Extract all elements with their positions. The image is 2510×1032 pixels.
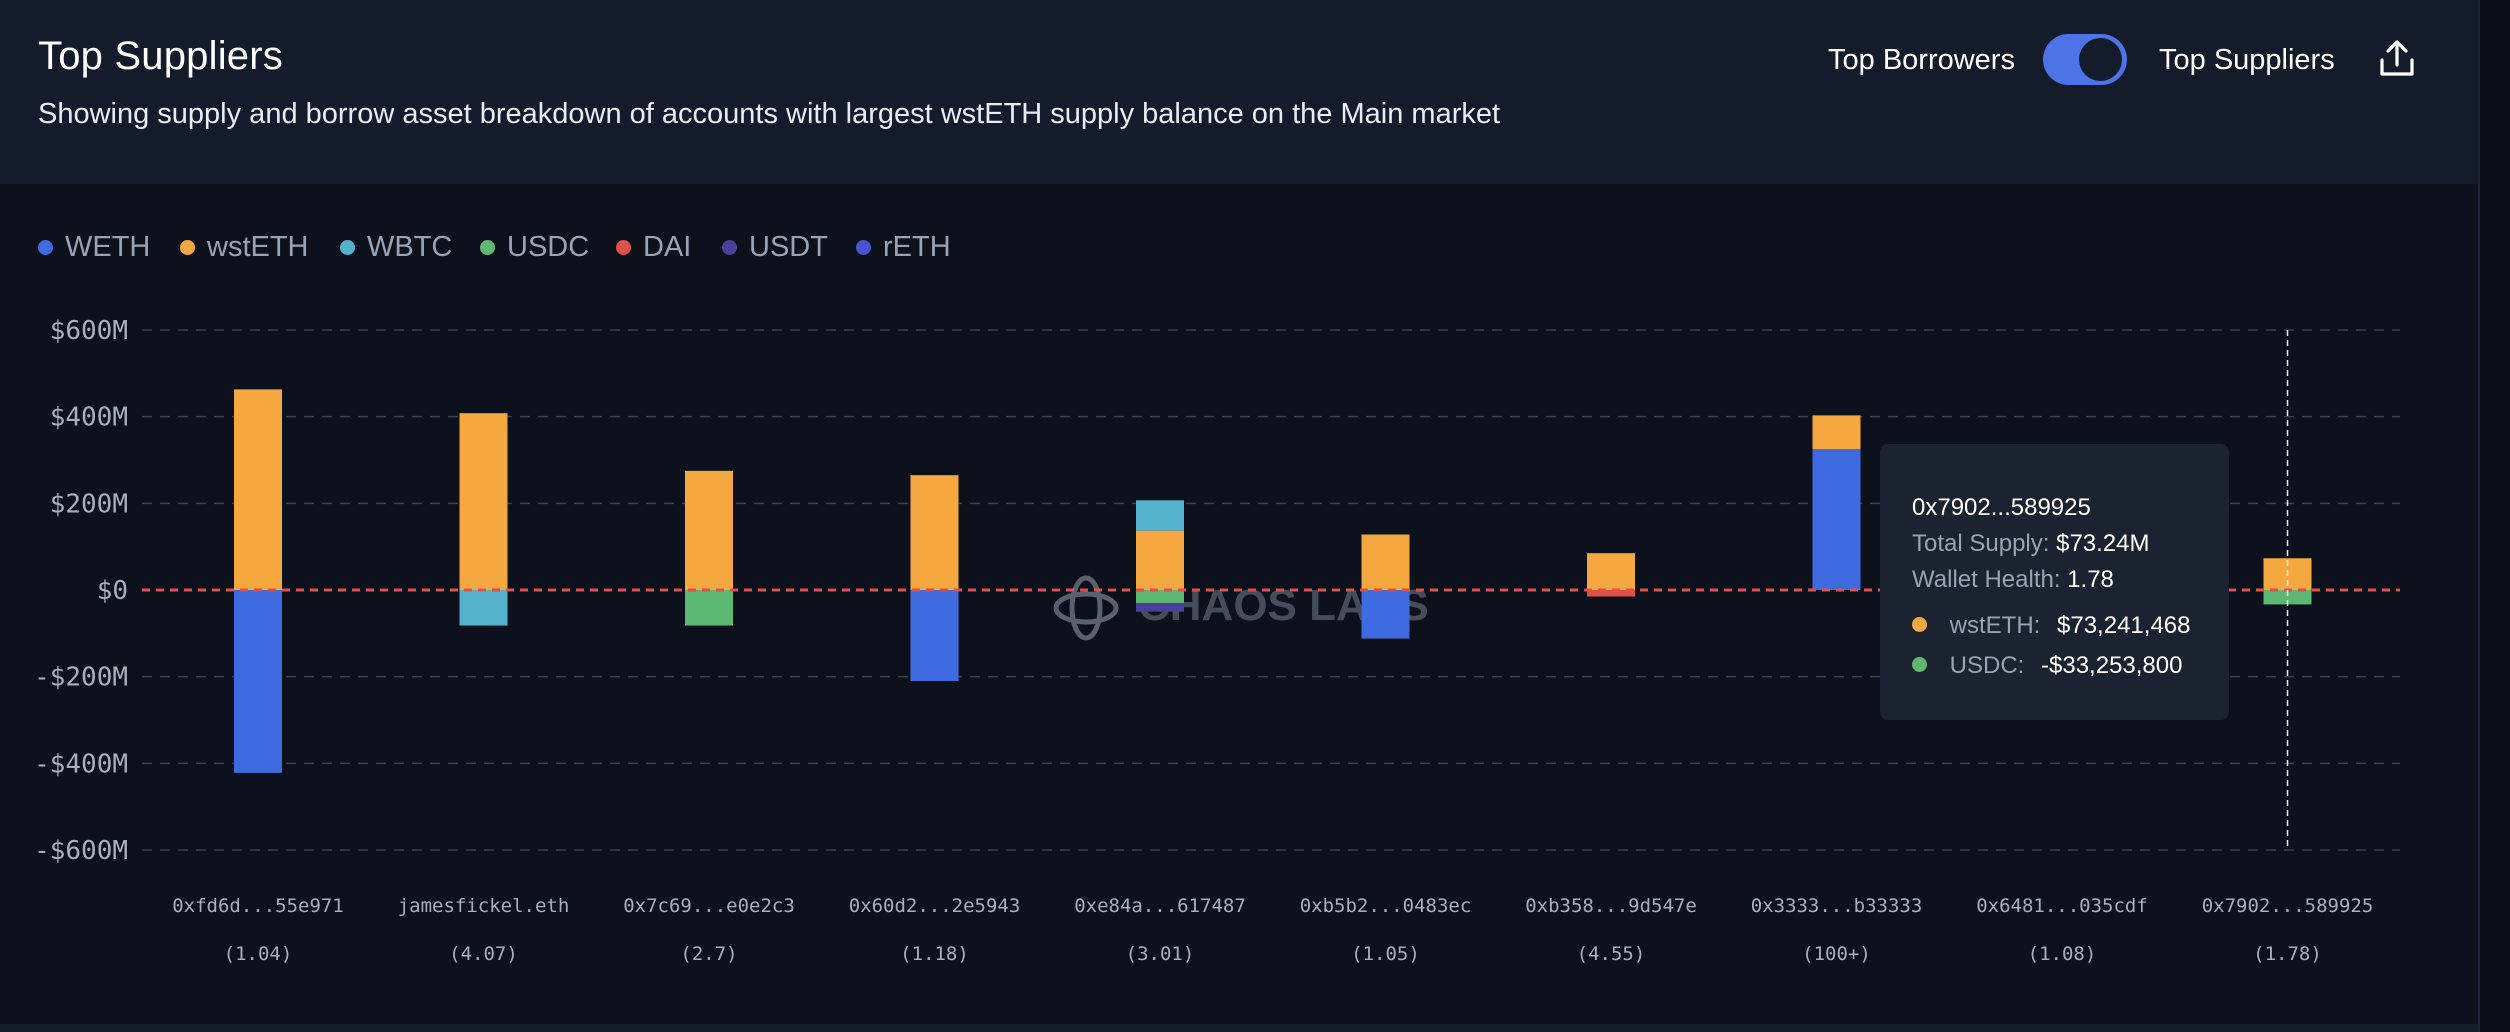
chart-tooltip: 0x7902...589925 Total Supply: $73.24M Wa… (1880, 444, 2229, 720)
toggle-knob (2079, 38, 2122, 81)
x-tick-sublabel: (1.05) (1351, 943, 1420, 965)
bottom-divider (0, 1024, 2478, 1032)
tooltip-item-value: -$33,253,800 (2041, 652, 2183, 679)
legend-dot-usdc (480, 239, 495, 255)
bar-segment-weth (234, 590, 282, 773)
bar-segment-usdc (685, 590, 733, 626)
legend-label-usdt: USDT (749, 230, 828, 263)
tooltip-item-label: USDC: (1949, 652, 2025, 679)
page-subtitle: Showing supply and borrow asset breakdow… (38, 98, 1501, 130)
bar-segment-wsteth (1361, 534, 1410, 590)
legend-dot-usdt (722, 239, 737, 255)
toggle-label-top-suppliers[interactable]: Top Suppliers (2159, 44, 2335, 76)
x-tick-sublabel: (1.08) (2028, 943, 2097, 965)
tooltip-item-usdc: USDC: -$33,253,800 (1912, 652, 2182, 680)
logo-ring (1069, 575, 1103, 641)
bar-segment-wbtc (459, 590, 508, 626)
legend-item-dai[interactable]: DAI (616, 230, 691, 264)
x-tick-sublabel: (1.04) (224, 943, 293, 965)
page-title: Top Suppliers (38, 34, 283, 78)
share-button[interactable] (2374, 36, 2420, 82)
legend-label-wbtc: WBTC (367, 230, 453, 263)
borrowers-suppliers-toggle[interactable] (2043, 34, 2127, 85)
legend-item-usdt[interactable]: USDT (722, 230, 828, 264)
legend-label-reth: rETH (883, 230, 951, 263)
legend-dot-reth (856, 239, 871, 255)
x-tick-label: 0x7902...589925 (2202, 895, 2374, 917)
bar-segment-wsteth (234, 389, 282, 590)
legend-dot-weth (38, 239, 53, 255)
scrollbar-gutter (2478, 0, 2510, 1032)
x-tick-sublabel: (100+) (1802, 943, 1871, 965)
chaos-labs-logo-icon (1053, 575, 1119, 641)
x-tick-sublabel: (4.55) (1577, 943, 1646, 965)
toggle-label-top-borrowers[interactable]: Top Borrowers (1828, 44, 2015, 76)
legend-dot-wsteth (180, 239, 195, 255)
x-tick-sublabel: (4.07) (449, 943, 518, 965)
legend-label-dai: DAI (643, 230, 692, 263)
x-tick-label: 0x3333...b33333 (1751, 895, 1923, 917)
tooltip-address: 0x7902...589925 (1912, 494, 2091, 521)
legend-item-wsteth[interactable]: wstETH (180, 230, 309, 264)
legend-item-wbtc[interactable]: WBTC (340, 230, 452, 264)
bar-segment-usdc (2263, 590, 2312, 605)
tooltip-dot-wsteth (1912, 617, 1927, 633)
bar-segment-weth (1361, 590, 1410, 639)
x-tick-sublabel: (2.7) (680, 943, 737, 965)
x-tick-sublabel: (1.78) (2253, 943, 2322, 965)
y-tick-label: -$400M (34, 749, 128, 779)
bar-segment-wsteth (685, 470, 733, 590)
tooltip-item-label: wstETH: (1949, 612, 2041, 639)
bar-segment-wsteth (1136, 530, 1184, 590)
tooltip-item-value: $73,241,468 (2057, 612, 2191, 639)
x-tick-label: 0xe84a...617487 (1074, 895, 1246, 917)
y-tick-label: $600M (50, 316, 128, 346)
tooltip-item-wsteth: wstETH: $73,241,468 (1912, 612, 2190, 640)
bar-segment-wsteth (1587, 553, 1635, 590)
share-upload-icon (2380, 40, 2414, 76)
bar-segment-wsteth (910, 475, 959, 590)
legend-label-usdc: USDC (507, 230, 590, 263)
header-panel: Top Suppliers Showing supply and borrow … (0, 0, 2478, 184)
tooltip-wallet-health: Wallet Health: 1.78 (1912, 566, 2114, 594)
x-tick-label: jamesfickel.eth (398, 895, 570, 917)
bar-segment-usdt (1136, 603, 1184, 612)
tooltip-total-supply-value: $73.24M (2056, 530, 2150, 557)
x-tick-label: 0x60d2...2e5943 (849, 895, 1021, 917)
tooltip-health-value: 1.78 (2067, 566, 2114, 593)
x-tick-label: 0xfd6d...55e971 (172, 895, 344, 917)
legend-label-weth: WETH (65, 230, 151, 263)
y-tick-label: $0 (97, 576, 128, 606)
bar-segment-weth (1812, 449, 1861, 590)
legend-item-reth[interactable]: rETH (856, 230, 951, 264)
stacked-bar-chart: $600M$400M$200M$0-$200M-$400M-$600MCHAOS… (34, 316, 2400, 965)
y-tick-label: $200M (50, 489, 128, 519)
legend-label-wsteth: wstETH (207, 230, 309, 263)
legend-dot-wbtc (340, 239, 355, 255)
logo-ring (1053, 591, 1119, 625)
x-tick-label: 0x6481...035cdf (1976, 895, 2148, 917)
y-tick-label: $400M (50, 403, 128, 433)
tooltip-dot-usdc (1912, 657, 1927, 673)
bar-segment-wsteth (459, 413, 508, 590)
tooltip-health-label: Wallet Health: (1912, 566, 2061, 593)
bar-segment-weth (910, 590, 959, 681)
x-tick-sublabel: (3.01) (1126, 943, 1195, 965)
bar-segment-dai (1587, 590, 1635, 597)
bar-segment-wbtc (1136, 500, 1184, 531)
legend-dot-dai (616, 239, 631, 255)
bar-segment-wsteth (1812, 415, 1861, 450)
x-tick-label: 0xb5b2...0483ec (1300, 895, 1472, 917)
legend-item-weth[interactable]: WETH (38, 230, 150, 264)
x-tick-label: 0x7c69...e0e2c3 (623, 895, 795, 917)
bar-segment-usdc (1136, 590, 1184, 603)
tooltip-total-supply-label: Total Supply: (1912, 530, 2050, 557)
x-tick-sublabel: (1.18) (900, 943, 969, 965)
y-tick-label: -$200M (34, 663, 128, 693)
legend-item-usdc[interactable]: USDC (480, 230, 589, 264)
y-tick-label: -$600M (34, 836, 128, 866)
x-tick-label: 0xb358...9d547e (1525, 895, 1697, 917)
tooltip-total-supply: Total Supply: $73.24M (1912, 530, 2150, 558)
